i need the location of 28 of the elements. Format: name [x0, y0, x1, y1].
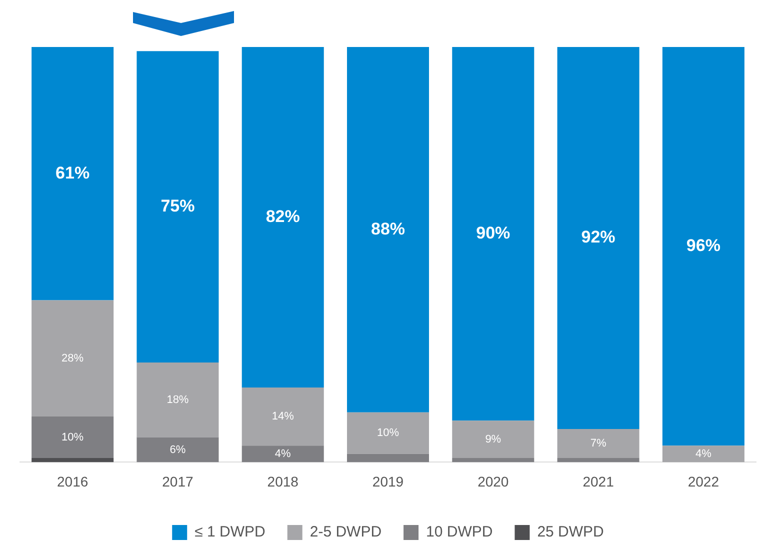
data-label: 4%	[274, 448, 292, 460]
data-label: 82%	[266, 206, 300, 226]
data-label: 88%	[370, 219, 406, 238]
legend-label: 2-5 DWPD	[310, 524, 382, 541]
legend-label: 25 DWPD	[537, 524, 604, 541]
x-tick-label: 2016	[56, 473, 88, 490]
data-label: 18%	[166, 394, 189, 406]
data-label: 9%	[485, 433, 502, 446]
legend-label: 10 DWPD	[426, 524, 493, 541]
data-label: 10%	[376, 427, 400, 440]
legend-label: ≤ 1 DWPD	[194, 524, 266, 541]
x-tick-label: 2019	[372, 473, 404, 490]
x-tick-label: 2021	[582, 473, 614, 490]
data-label: 96%	[686, 236, 720, 255]
x-tick-label: 2022	[688, 473, 720, 490]
x-tick-label: 2020	[478, 473, 509, 490]
data-label: 61%	[56, 163, 90, 182]
data-label: 10%	[62, 431, 84, 444]
data-label: 28%	[62, 352, 84, 364]
data-label: 4%	[695, 448, 712, 460]
x-tick-label: 2017	[162, 473, 194, 490]
x-tick-label: 2018	[267, 473, 299, 490]
data-label: 6%	[170, 444, 186, 456]
data-label: 90%	[476, 224, 510, 243]
data-label: 92%	[581, 228, 616, 247]
data-label: 14%	[272, 410, 294, 423]
data-label: 75%	[160, 196, 195, 216]
data-label: 7%	[590, 438, 606, 450]
